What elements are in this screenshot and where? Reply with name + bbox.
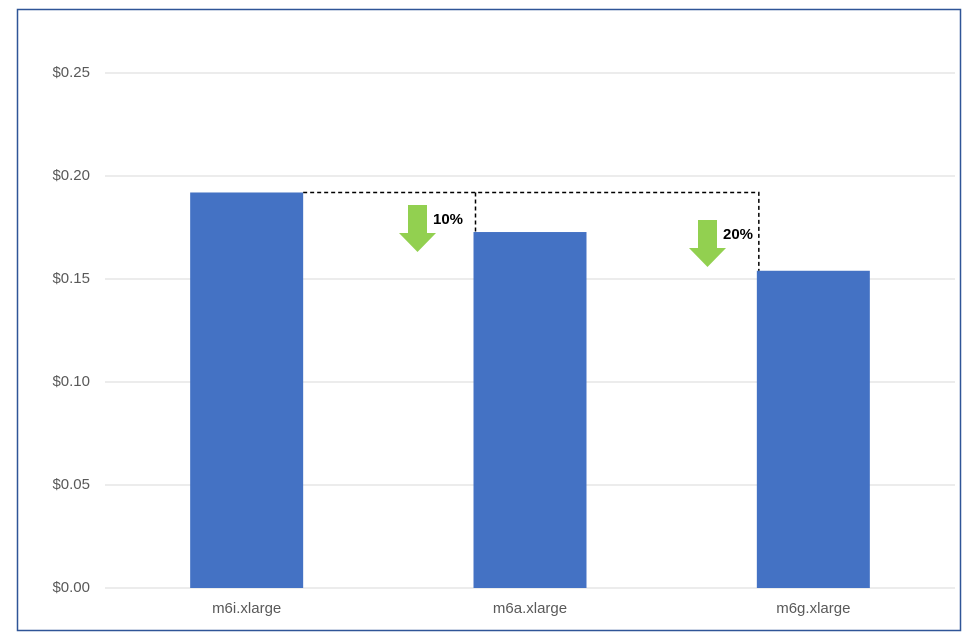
dashed-connector (303, 191, 760, 271)
y-tick-label: $0.25 (52, 64, 90, 81)
y-tick-label: $0.15 (52, 270, 90, 287)
y-tick-label: $0.05 (52, 476, 90, 493)
x-tick-label: m6g.xlarge (776, 600, 850, 617)
down-arrow (399, 205, 436, 252)
x-tick-label: m6a.xlarge (493, 600, 567, 617)
down-arrow (689, 220, 726, 267)
bar (190, 192, 304, 589)
y-tick-label: $0.20 (52, 167, 90, 184)
y-tick-label: $0.00 (52, 579, 90, 596)
y-tick-label: $0.10 (52, 373, 90, 390)
bar (473, 232, 587, 589)
annotation: 10% (433, 211, 463, 228)
annotation: 20% (723, 226, 753, 243)
bar (756, 270, 870, 588)
x-tick-label: m6i.xlarge (212, 600, 281, 617)
